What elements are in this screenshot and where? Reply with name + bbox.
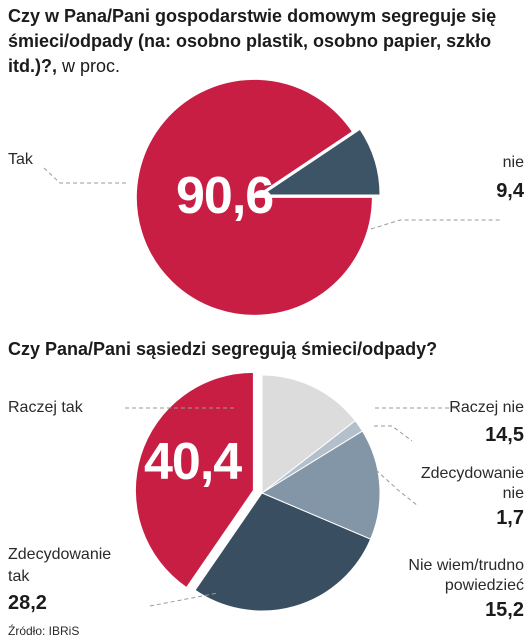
chart1-slice-tak <box>135 78 373 316</box>
chart2-label-zdec-tak-1: Zdecydowanie <box>8 546 112 563</box>
chart2-label-raczej-nie: Raczej nie <box>449 399 524 416</box>
chart2-value-raczej-nie: 14,5 <box>485 424 524 446</box>
chart2-label-zdec-nie-2: nie <box>502 485 524 502</box>
chart2-slice-zdecydowanie-tak <box>194 492 372 612</box>
leader-nie <box>370 219 500 230</box>
chart1-unit: w proc. <box>62 56 121 76</box>
leader-zdec-tak <box>149 592 219 607</box>
chart1-slice-nie <box>260 128 381 196</box>
chart2-value-zdec-nie: 1,7 <box>496 507 524 529</box>
chart2-slice-nie-wiem-trudno-powiedzieć <box>260 430 381 540</box>
chart2-label-raczej-tak: Raczej tak <box>8 399 83 416</box>
chart1-title-text: Czy w Pana/Pani gospodarstwie domowym se… <box>8 6 497 76</box>
leader-zdec-nie <box>374 425 413 442</box>
chart2-label-zdec-tak-2: tak <box>8 568 30 585</box>
chart1-label-nie: nie <box>502 154 524 171</box>
source-note: Źródło: IBRiS <box>8 624 80 638</box>
chart2-label-nie-wiem-2: powiedzieć <box>444 577 524 594</box>
chart1-value-nie: 9,4 <box>496 180 524 202</box>
chart2-label-zdec-nie-1: Zdecydowanie <box>420 465 524 482</box>
chart2-title: Czy Pana/Pani sąsiedzi segregują śmieci/… <box>8 339 438 359</box>
chart2-value-nie-wiem: 15,2 <box>485 599 524 621</box>
chart2-value-raczej-tak: 40,4 <box>144 433 242 491</box>
chart1-value-tak: 90,6 <box>176 167 274 225</box>
leader-tak <box>43 167 128 184</box>
chart2-slice-raczej-nie <box>261 374 356 495</box>
chart2-value-zdec-tak: 28,2 <box>8 592 47 614</box>
chart1-label-tak: Tak <box>8 151 33 168</box>
leader-nie-wiem <box>375 469 419 507</box>
chart2-slice-raczej-tak <box>134 371 254 589</box>
chart1-title: Czy w Pana/Pani gospodarstwie domowym se… <box>8 4 523 79</box>
chart2-label-nie-wiem-1: Nie wiem/trudno <box>408 557 524 574</box>
